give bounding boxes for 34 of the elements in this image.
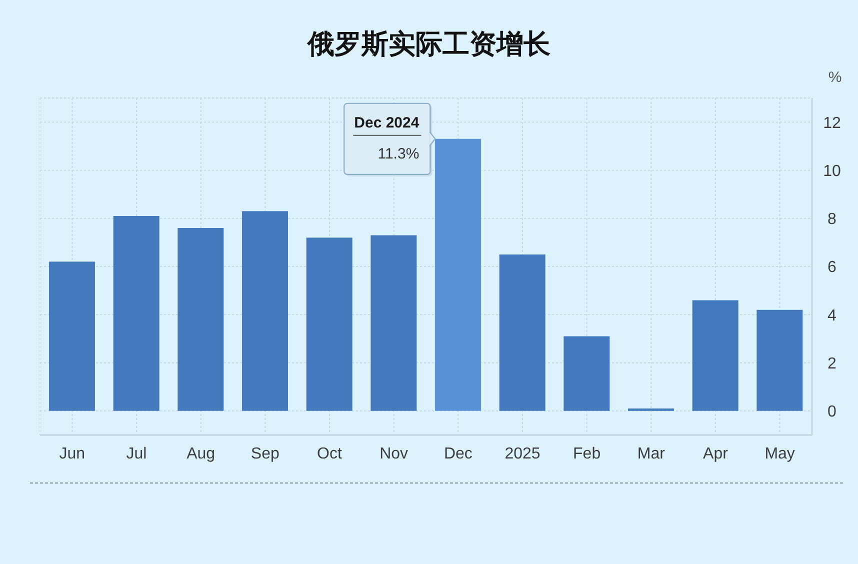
y-tick-label: 10 <box>823 162 841 180</box>
bar <box>49 262 95 411</box>
x-tick-label: 2025 <box>504 445 540 462</box>
bar <box>435 138 481 411</box>
x-tick-label: Feb <box>573 445 601 462</box>
bar <box>242 211 288 411</box>
y-tick-label: 2 <box>828 355 837 372</box>
x-tick-label: Sep <box>250 445 280 462</box>
x-tick-label: May <box>764 445 795 462</box>
bar <box>564 336 610 411</box>
bar <box>370 235 417 411</box>
x-tick-label: Mar <box>637 445 666 462</box>
chart-title: 俄罗斯实际工资增长 <box>306 28 552 62</box>
x-tick-label: Nov <box>380 445 408 462</box>
bar <box>692 300 738 411</box>
y-axis-title: % <box>828 69 842 86</box>
y-tick-label: 8 <box>828 211 837 228</box>
annotation: 11.3% <box>378 145 420 162</box>
x-tick-label: Oct <box>317 445 342 462</box>
y-tick-label: 6 <box>828 259 837 276</box>
bar <box>178 228 224 411</box>
bar <box>113 216 160 411</box>
bar <box>499 254 546 411</box>
y-tick-label: 4 <box>828 307 837 324</box>
x-tick-label: Apr <box>703 445 729 462</box>
x-tick-label: Jul <box>126 445 147 462</box>
y-tick-label: 12 <box>823 114 841 132</box>
y-tick-label: 0 <box>828 404 837 421</box>
x-tick-label: Jun <box>59 445 86 462</box>
bar <box>756 310 803 411</box>
x-tick-label: Dec <box>444 445 472 462</box>
x-tick-label: Aug <box>186 445 216 462</box>
annotation: Dec 2024 <box>354 114 420 132</box>
bar <box>306 238 352 411</box>
